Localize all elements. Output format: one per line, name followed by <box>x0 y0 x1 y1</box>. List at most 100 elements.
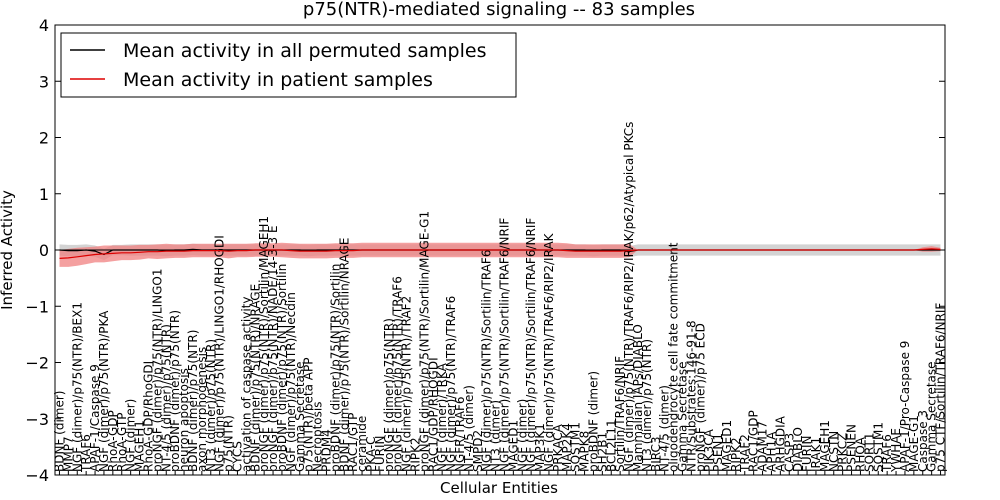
category-label: PRKACA <box>551 423 565 472</box>
legend: Mean activity in all permuted samples Me… <box>60 32 517 98</box>
legend-label-permuted: Mean activity in all permuted samples <box>123 40 486 62</box>
y-tick-label: −3 <box>25 410 49 429</box>
category-label: MAP2K4 <box>560 423 574 472</box>
category-label: NT-4/5 (dimer) <box>658 385 672 472</box>
category-label: RIPK2 <box>729 437 743 472</box>
category-label: proNGF (dimer)/p75 ECD <box>693 323 707 472</box>
category-label: RAC1/GDP/RHOGDI <box>426 357 440 472</box>
category-label: NGFR/TRAF6 <box>453 397 467 473</box>
y-axis-ticks: −4 −3 −2 −1 0 1 2 3 4 <box>25 16 945 485</box>
chart-title: p75(NTR)-mediated signaling -- 83 sample… <box>303 0 695 20</box>
category-label: ceramide <box>355 416 369 472</box>
category-label: PIK3CA <box>702 428 716 472</box>
category-label: Gamma Secretase <box>925 361 939 472</box>
category-label: axon morphogenesis <box>195 347 209 472</box>
category-label: CASP3 <box>782 433 796 472</box>
category-label: proNGF (dimer)/p75(NTR) <box>382 318 396 472</box>
category-label: MAPK8 <box>578 431 592 472</box>
category-label: NGF (dimer)/p75(NTR)/BEX1 <box>70 302 84 472</box>
category-label: IRAK1 <box>809 437 823 472</box>
category-label: SQSTM1 <box>569 422 583 472</box>
confidence-bands <box>59 242 941 267</box>
band-patient <box>59 242 941 267</box>
category-label: activation of caspase activity <box>239 297 253 472</box>
category-label: NGF (dimer) <box>515 399 529 472</box>
category-label: NGF (dimer)/p75(NTR)/PKA <box>97 310 111 472</box>
category-label: NT3 (dimer)/p75(NTR) <box>640 339 654 472</box>
category-label: MMP7 <box>61 436 75 472</box>
category-label: PSENEN <box>845 424 859 472</box>
category-label: proBDNF (dimer)/p75(NTR)/Sortilin <box>328 264 342 472</box>
category-label: NT3 (dimer) <box>489 400 503 472</box>
category-label: CYCS <box>230 441 244 472</box>
category-label: NGF (dimer)/p75(NTR)/TRAF6 <box>444 296 458 472</box>
plot-frame <box>54 24 946 476</box>
category-label: proNGF (dimer)/p75(NTR)/NADE/14-3-3 E <box>266 225 280 472</box>
category-label: RhoA-GTP <box>115 413 129 472</box>
category-label: SORT1 <box>862 433 876 473</box>
category-label: BDNF (dimer)/p75(NTR) <box>186 330 200 472</box>
category-label: proNGF (dimer)/p75(NTR)/Sortilin/MAGE-G1 <box>417 211 431 472</box>
category-label: proNGF (dimer)/p75(NTR)/LINGO1 <box>150 268 164 472</box>
y-tick-label: 3 <box>39 72 49 91</box>
category-label: NGF (dimer)/TRKA <box>435 362 449 472</box>
category-label: RIPK2 <box>408 437 422 472</box>
category-label: TRAF6 <box>79 434 93 473</box>
category-label: RAC1/GTP <box>346 413 360 472</box>
category-label: Caspase 3 <box>916 410 930 472</box>
y-tick-label: −1 <box>25 297 49 316</box>
category-label: PSEN1 <box>711 433 725 472</box>
category-label: NGF (dimer)/p75(NTR)/LINGO1/RHOGDI <box>213 235 227 472</box>
category-label: NGF (dimer)/p75(NTR)/Sortilin/TRAF6/NRIF <box>497 218 511 472</box>
category-label: RhoA-GDP <box>106 410 120 472</box>
legend-box <box>60 32 517 98</box>
category-label: ARHGDIA <box>773 415 787 472</box>
category-label: RhoA-GDP/RhoGDI <box>141 361 155 472</box>
category-label: NGF (dimer)/p75(NTR)/TRAF6/RIP2/IRAK/p62… <box>622 122 636 472</box>
category-label: APAF-1/Caspase 9 <box>88 364 102 472</box>
category-label: RAC1/GDP <box>747 410 761 472</box>
category-label: RHOA <box>854 436 868 472</box>
category-label: MAP3K1 <box>533 423 547 472</box>
category-label: APH1A <box>765 431 779 472</box>
category-label: NT3 (dimer)/p75(NTR) <box>204 339 218 472</box>
category-label: FURIN <box>373 435 387 472</box>
category-label: MAGED1 <box>506 420 520 472</box>
category-label: APAF-1/Pro-Caspase 9 <box>898 341 912 472</box>
y-tick-label: 4 <box>39 16 49 35</box>
category-label: BDNF (dimer)/p75(NTR)/Sortilin/NRAGE <box>337 238 351 472</box>
category-label: BDNF (dimer)/p75(NTR)/NRAGE <box>248 284 262 472</box>
category-label: proNGF (dimer)/p75(NTR)/TRAF6 <box>391 276 405 472</box>
category-label: SMPD2 <box>471 430 485 472</box>
category-label: NT-4/5 (dimer) <box>462 385 476 472</box>
category-label: ADAM17 <box>756 421 770 472</box>
category-label: proBDNF (dimer) <box>587 371 601 472</box>
category-label: TRAF2 <box>738 434 752 473</box>
category-label: p75(NTR) <box>222 415 236 472</box>
category-label: SQSTM1 <box>871 422 885 472</box>
category-label: NCSTN <box>827 431 841 472</box>
category-label: BIRC3 <box>649 436 663 472</box>
category-label: PRKCZ <box>836 433 850 472</box>
category-label: proBDNF (dimer)/p75(NTR) <box>168 310 182 472</box>
category-label: SH2B1 <box>595 432 609 472</box>
category-label: Gamma Secretase <box>676 361 690 472</box>
series-line-patient <box>59 248 941 259</box>
category-label: NGF (dimer)/p75(NTR)/TRAF2 <box>400 296 414 472</box>
category-label: NGF (dimer)/p75(NTR)/Sortilin/TRAF6 <box>480 250 494 472</box>
category-label: neuron apoptosis <box>177 368 191 472</box>
category-label: MAGEH1 <box>133 420 147 472</box>
category-label: PKA-C <box>364 436 378 472</box>
category-label: YWHAE <box>889 428 903 473</box>
category-label: NT-4/5 (dimer)/p75(NTR) <box>159 324 173 472</box>
category-label: TRAF6 <box>880 434 894 473</box>
category-label: proNGF (dimer)/p75(NTR)/Sortilin/MAGEH1 <box>257 216 271 472</box>
category-label: Gamma Secretase <box>293 361 307 472</box>
category-label: NGF (dimer)/p75(NTR)/TRAF6/RIP2/IRAK <box>542 232 556 472</box>
category-label: oligodendrocyte cell fate commitment <box>667 242 681 472</box>
y-tick-label: 0 <box>39 241 49 260</box>
category-label: NGF (dimer)/p75(NTR)/Sortilin/TRAF6/NRIF <box>524 218 538 472</box>
category-label: BDNF (dimer) <box>53 391 67 473</box>
